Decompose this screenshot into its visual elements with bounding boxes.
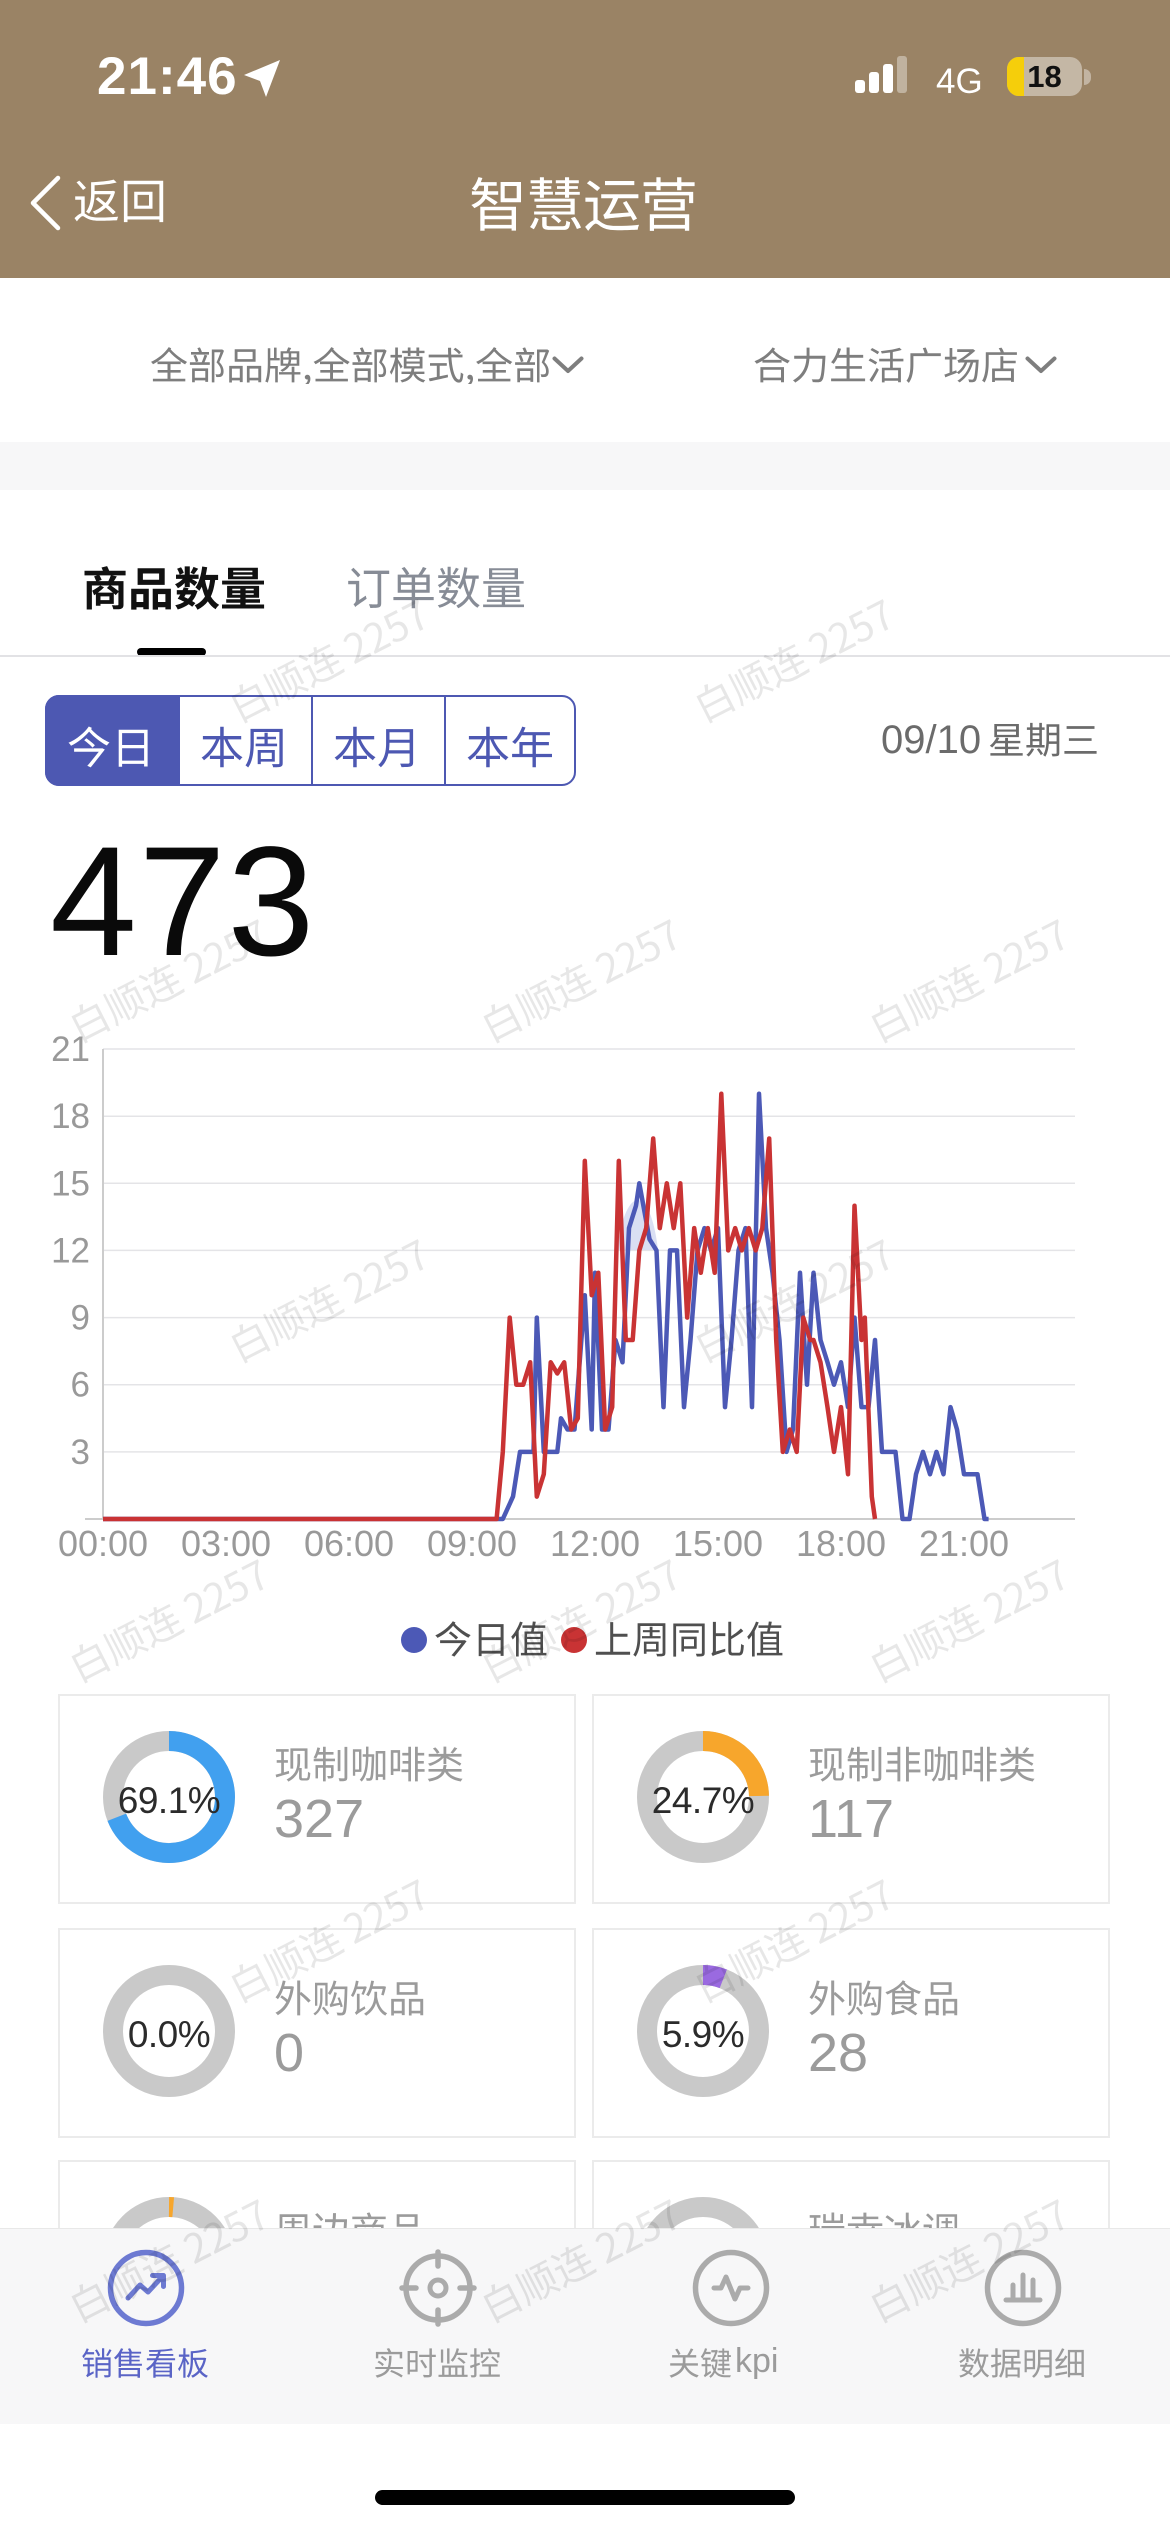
svg-text:06:00: 06:00 bbox=[304, 1523, 394, 1564]
svg-text:6: 6 bbox=[71, 1366, 90, 1405]
svg-text:18: 18 bbox=[51, 1097, 90, 1136]
svg-text:21:00: 21:00 bbox=[919, 1523, 1009, 1564]
svg-text:12:00: 12:00 bbox=[550, 1523, 640, 1564]
svg-text:09:00: 09:00 bbox=[427, 1523, 517, 1564]
svg-text:15: 15 bbox=[51, 1164, 90, 1203]
svg-text:3: 3 bbox=[71, 1433, 90, 1472]
svg-text:21: 21 bbox=[51, 1030, 90, 1069]
svg-text:15:00: 15:00 bbox=[673, 1523, 763, 1564]
svg-text:18:00: 18:00 bbox=[796, 1523, 886, 1564]
svg-text:9: 9 bbox=[71, 1299, 90, 1338]
svg-text:00:00: 00:00 bbox=[58, 1523, 148, 1564]
svg-text:03:00: 03:00 bbox=[181, 1523, 271, 1564]
svg-text:12: 12 bbox=[51, 1231, 90, 1270]
